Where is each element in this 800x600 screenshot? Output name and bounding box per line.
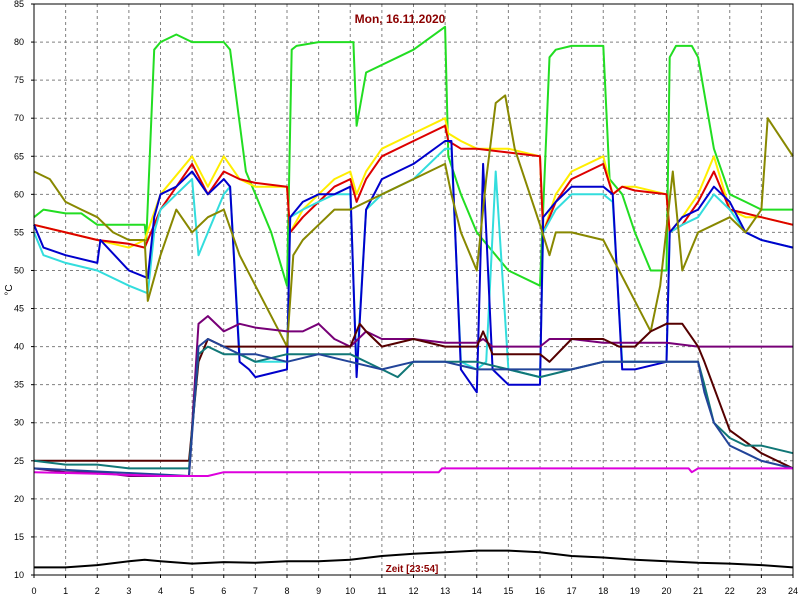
x-tick-label: 1	[63, 586, 68, 596]
x-tick-label: 11	[377, 586, 386, 596]
x-tick-label: 16	[535, 586, 545, 596]
y-tick-label: 30	[14, 418, 24, 428]
x-tick-label: 12	[408, 586, 418, 596]
series-line-6	[33, 94, 794, 348]
y-tick-labels: 10 15 20 25 30 35 40 45 50 55 60 65 70 75 80 85	[14, 0, 24, 580]
x-tick-label: 6	[221, 586, 226, 596]
x-tick-label: 17	[567, 586, 577, 596]
y-tick-label: 25	[14, 456, 24, 466]
x-tick-label: 4	[158, 586, 163, 596]
y-tick-label: 70	[14, 113, 24, 123]
x-tick-label: 13	[440, 586, 450, 596]
x-tick-label: 5	[190, 586, 195, 596]
chart-title: Mon, 16.11.2020	[355, 12, 446, 26]
y-tick-label: 40	[14, 342, 24, 352]
y-tick-label: 75	[14, 75, 24, 85]
x-tick-label: 19	[630, 586, 640, 596]
x-axis-label: Zeit [23:54]	[386, 564, 439, 575]
y-tick-label: 65	[14, 151, 24, 161]
x-tick-label: 21	[693, 586, 703, 596]
y-tick-label: 55	[14, 227, 24, 237]
series-line-5	[33, 140, 794, 394]
x-tick-label: 0	[31, 586, 36, 596]
x-tick-labels: 0 1 2 3 4 5 6 7 8 9 10 11 12 13 14 15 16 17 18 19 20 21 22 23 24	[31, 586, 798, 596]
x-tick-label: 24	[788, 586, 798, 596]
axes	[31, 3, 794, 578]
x-tick-label: 3	[126, 586, 131, 596]
series-group	[33, 25, 794, 569]
y-tick-label: 60	[14, 189, 24, 199]
y-tick-label: 35	[14, 380, 24, 390]
x-tick-label: 10	[345, 586, 355, 596]
series-line-1	[33, 25, 793, 287]
series-line-8	[34, 322, 794, 470]
y-tick-label: 85	[14, 0, 24, 9]
grid	[33, 3, 794, 576]
x-tick-label: 7	[253, 586, 258, 596]
y-tick-label: 45	[14, 304, 24, 314]
x-tick-label: 14	[472, 586, 482, 596]
x-tick-label: 8	[284, 586, 289, 596]
y-tick-label: 80	[14, 37, 24, 47]
y-tick-label: 15	[14, 532, 24, 542]
x-tick-label: 18	[598, 586, 608, 596]
x-tick-label: 23	[756, 586, 766, 596]
x-tick-label: 9	[316, 586, 321, 596]
x-tick-label: 22	[725, 586, 735, 596]
x-tick-label: 20	[661, 586, 671, 596]
series-line-11	[33, 467, 793, 477]
series-line-10	[33, 338, 794, 477]
x-tick-label: 15	[503, 586, 513, 596]
y-axis-label: °C	[4, 284, 15, 295]
y-tick-label: 20	[14, 494, 24, 504]
y-tick-label: 10	[14, 570, 24, 580]
x-tick-label: 2	[95, 586, 100, 596]
series-line-12	[34, 549, 794, 569]
y-tick-label: 50	[14, 265, 24, 275]
